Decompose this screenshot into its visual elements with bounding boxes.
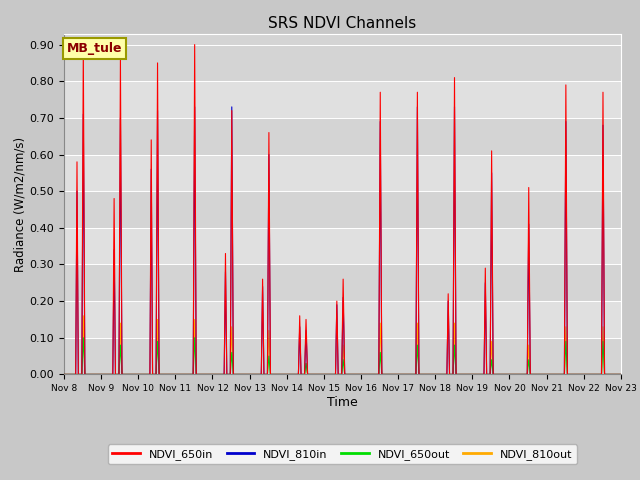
Title: SRS NDVI Channels: SRS NDVI Channels	[268, 16, 417, 31]
Text: MB_tule: MB_tule	[67, 42, 122, 55]
Bar	[64, 45, 621, 81]
Bar	[64, 191, 621, 228]
Bar	[64, 338, 621, 374]
Bar	[64, 228, 621, 264]
Bar	[64, 81, 621, 118]
Bar	[64, 301, 621, 338]
X-axis label: Time: Time	[327, 396, 358, 409]
Y-axis label: Radiance (W/m2/nm/s): Radiance (W/m2/nm/s)	[13, 136, 27, 272]
Bar	[64, 155, 621, 191]
Bar	[64, 264, 621, 301]
Bar	[64, 118, 621, 155]
Legend: NDVI_650in, NDVI_810in, NDVI_650out, NDVI_810out: NDVI_650in, NDVI_810in, NDVI_650out, NDV…	[108, 444, 577, 464]
